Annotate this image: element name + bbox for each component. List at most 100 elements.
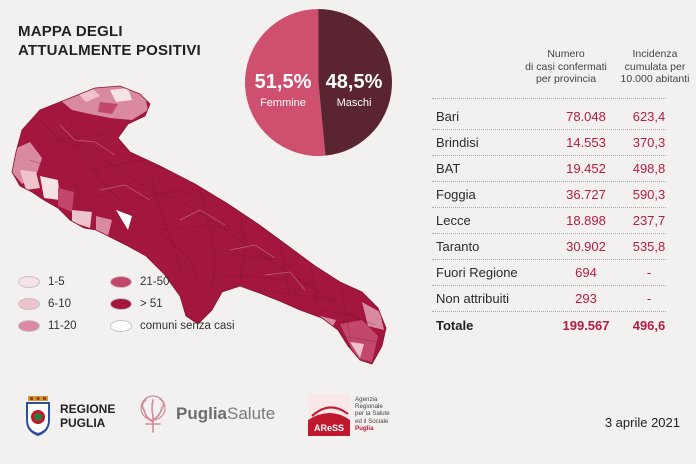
aress-text-line: per la Salute — [355, 410, 390, 418]
legend-item-11-20: 11-20 — [18, 320, 77, 332]
table-divider — [432, 311, 666, 312]
header-cases-line: Numero — [547, 48, 585, 60]
female-text: Femmine — [260, 97, 306, 109]
table-row: BAT 19.452 498,8 — [432, 156, 666, 181]
aress-region-text: Puglia — [355, 424, 374, 432]
gender-pie-chart: 51,5% Femmine 48,5% Maschi — [244, 9, 392, 156]
regione-crest-icon — [26, 396, 50, 436]
aress-text-line: Regionale — [355, 403, 383, 411]
table-row-total: Totale 199.567 496,6 — [432, 313, 666, 338]
aress-mark-text: AReSS — [313, 423, 344, 433]
row-incidence: 535,8 — [632, 239, 666, 254]
row-province: Non attribuiti — [436, 291, 509, 306]
row-province: BAT — [436, 161, 461, 176]
legend-item-no-cases: comuni senza casi — [110, 320, 235, 332]
table-divider — [432, 207, 666, 208]
row-incidence: - — [646, 265, 652, 280]
row-incidence: 590,3 — [632, 187, 666, 202]
row-cases: 293 — [575, 291, 597, 306]
legend-swatch — [18, 298, 40, 310]
row-cases: 19.452 — [566, 161, 606, 176]
male-text: Maschi — [336, 97, 372, 109]
title-line-2: ATTUALMENTE POSITIVI — [18, 42, 201, 59]
puglia-salute-bold: Puglia — [176, 404, 228, 423]
puglia-map — [0, 80, 420, 370]
row-incidence: 370,3 — [632, 135, 666, 150]
row-incidence: - — [646, 291, 652, 306]
regione-text-line: PUGLIA — [60, 416, 106, 430]
legend-swatch — [110, 298, 132, 310]
pie-slice-female — [244, 9, 326, 156]
legend-item-6-10: 6-10 — [18, 298, 71, 310]
table-row: Foggia 36.727 590,3 — [432, 182, 666, 207]
legend-label: 21-50 — [140, 276, 170, 288]
table-row: Bari 78.048 623,4 — [432, 104, 666, 129]
legend-label: 6-10 — [48, 298, 72, 310]
aress-text-line: ed il Sociale — [355, 417, 389, 425]
table-row: Non attribuiti 293 - — [432, 286, 666, 311]
legend-label: comuni senza casi — [140, 320, 235, 332]
row-province: Brindisi — [436, 135, 479, 150]
regione-text-line: REGIONE — [60, 402, 116, 416]
row-cases: 14.553 — [566, 135, 606, 150]
row-cases: 18.898 — [566, 213, 606, 228]
puglia-salute-text: PugliaSalute — [176, 404, 275, 424]
total-incidence: 496,6 — [632, 318, 666, 333]
legend-swatch — [18, 276, 40, 288]
puglia-salute-light: Salute — [227, 404, 276, 423]
legend-swatch — [110, 320, 132, 332]
table-row: Brindisi 14.553 370,3 — [432, 130, 666, 155]
row-cases: 36.727 — [566, 187, 606, 202]
legend-label: 1-5 — [48, 276, 65, 288]
regione-puglia-logo: REGIONE PUGLIA — [24, 396, 115, 436]
row-cases: 694 — [575, 265, 597, 280]
header-cases: Numero di casi confermati per provincia — [512, 48, 620, 86]
tree-icon — [140, 395, 166, 433]
title-line-1: MAPPA DEGLI — [18, 23, 123, 40]
legend-item-21-50: 21-50 — [110, 276, 169, 288]
aress-mark-icon: AReSS — [308, 394, 350, 436]
aress-text: Agenzia Regionale per la Salute ed il So… — [355, 396, 390, 432]
table-divider — [432, 98, 666, 99]
table-row: Fuori Regione 694 - — [432, 260, 666, 285]
legend-swatch — [110, 276, 132, 288]
header-incidence-line: Incidenza — [632, 48, 678, 60]
page-title: MAPPA DEGLI ATTUALMENTE POSITIVI — [18, 22, 201, 60]
legend-item-1-5: 1-5 — [18, 276, 65, 288]
row-province: Taranto — [436, 239, 480, 254]
aress-logo: AReSS Agenzia Regionale per la Salute ed… — [308, 394, 390, 436]
table-divider — [432, 259, 666, 260]
table-divider — [432, 155, 666, 156]
row-province: Foggia — [436, 187, 476, 202]
table-divider — [432, 285, 666, 286]
table-divider — [432, 181, 666, 182]
header-incidence: Incidenza cumulata per 10.000 abitanti — [618, 48, 692, 86]
pie-slice-male — [318, 9, 392, 156]
table-divider — [432, 233, 666, 234]
legend-label: > 51 — [140, 298, 163, 310]
header-cases-line: per provincia — [535, 73, 597, 85]
legend-swatch — [18, 320, 40, 332]
row-province: Lecce — [436, 213, 471, 228]
row-incidence: 623,4 — [632, 109, 666, 124]
puglia-salute-logo: PugliaSalute — [134, 394, 275, 434]
row-cases: 30.902 — [566, 239, 606, 254]
male-pct: 48,5% — [325, 71, 383, 93]
total-cases: 199.567 — [562, 318, 610, 333]
row-province: Bari — [436, 109, 460, 124]
table-divider — [432, 129, 666, 130]
row-cases: 78.048 — [566, 109, 606, 124]
table-row: Taranto 30.902 535,8 — [432, 234, 666, 259]
row-province: Fuori Regione — [436, 265, 518, 280]
female-label: 51,5% Femmine — [245, 71, 321, 109]
table-row: Lecce 18.898 237,7 — [432, 208, 666, 233]
male-label: 48,5% Maschi — [317, 71, 391, 109]
total-label: Totale — [436, 318, 474, 333]
row-incidence: 498,8 — [632, 161, 666, 176]
header-incidence-line: cumulata per — [624, 60, 686, 73]
legend-label: 11-20 — [48, 320, 77, 332]
report-date: 3 aprile 2021 — [604, 415, 680, 430]
gender-pie-svg — [244, 9, 392, 156]
aress-text-line: Agenzia — [355, 396, 378, 403]
header-cases-line: di casi confermati — [525, 60, 607, 73]
